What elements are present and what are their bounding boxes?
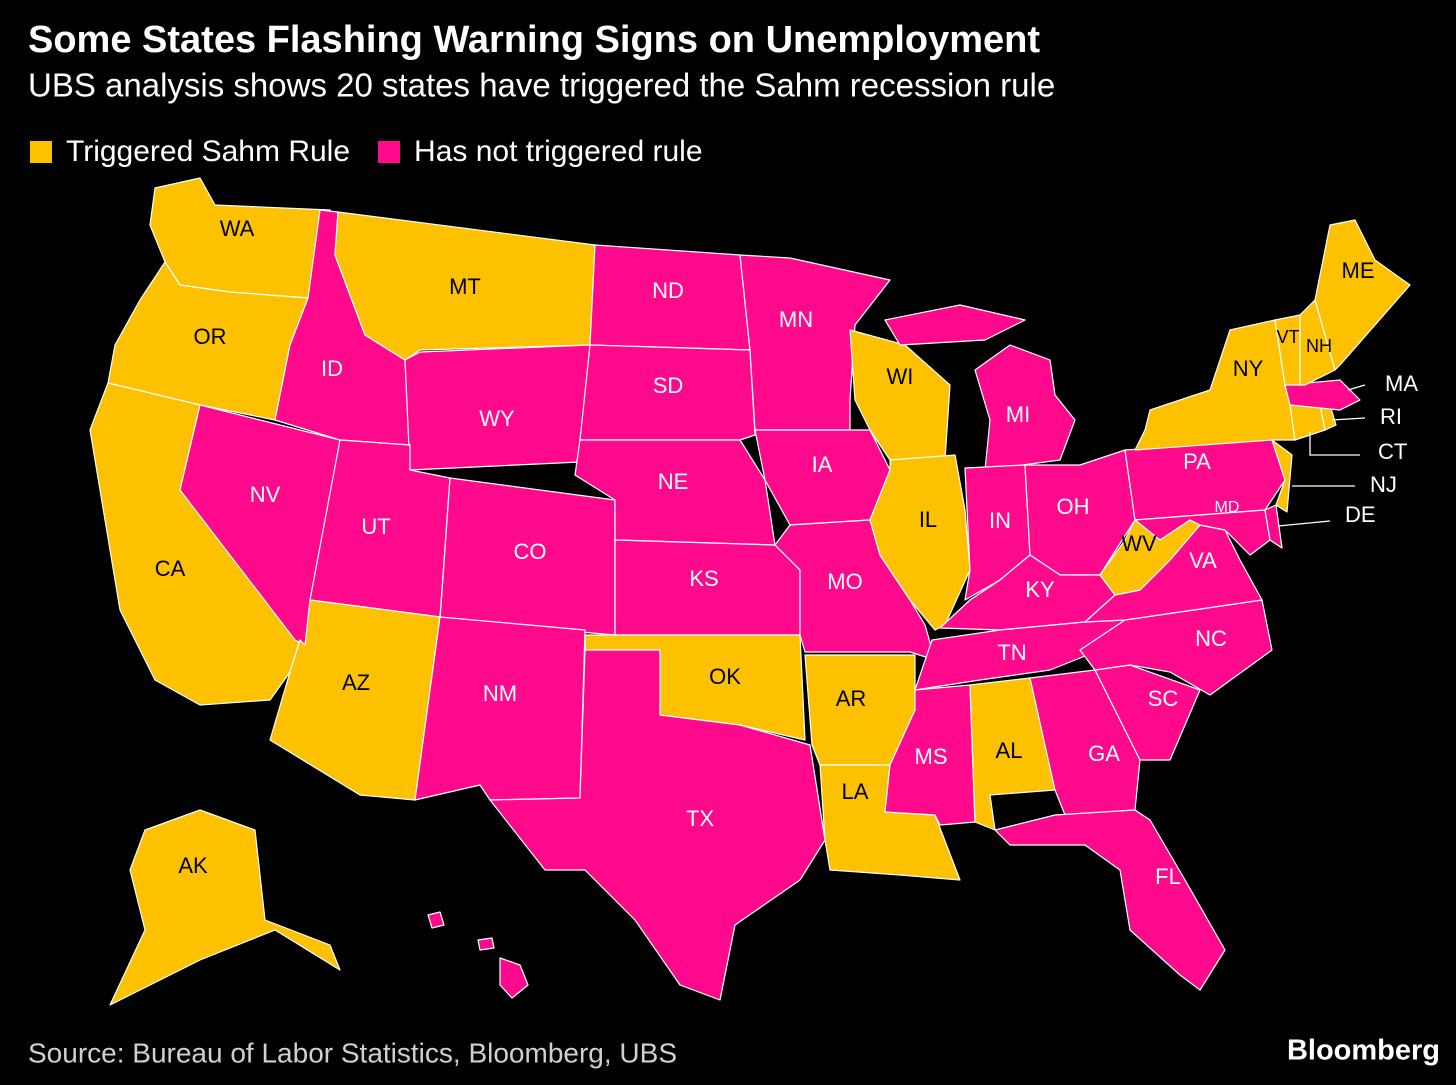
title: Some States Flashing Warning Signs on Un…: [28, 19, 1040, 61]
state-label: RI: [1380, 404, 1402, 429]
state-label: AZ: [342, 670, 370, 695]
state-label: UT: [361, 514, 390, 539]
state-label: VT: [1276, 327, 1299, 347]
state-label: NE: [658, 469, 689, 494]
state-label: WV: [1121, 531, 1157, 556]
leader-line: [1277, 520, 1331, 527]
legend-label: Has not triggered rule: [414, 135, 703, 168]
states: [89, 177, 1411, 1006]
state-label: PA: [1183, 449, 1211, 474]
state-shape: [739, 254, 891, 431]
state-label: CT: [1378, 439, 1407, 464]
subtitle: UBS analysis shows 20 states have trigge…: [28, 67, 1055, 104]
leader-line: [1331, 417, 1366, 421]
state-label: DE: [1345, 502, 1376, 527]
state-label: CA: [155, 556, 186, 581]
state-shape: [404, 344, 591, 471]
state-shape: [1299, 299, 1336, 386]
state-shape: [1284, 379, 1361, 411]
state-label: FL: [1155, 864, 1181, 889]
state-label: LA: [842, 779, 869, 804]
legend-swatch: [378, 141, 401, 163]
state-label: MD: [1215, 499, 1240, 516]
state-shape: [1271, 439, 1293, 513]
leader-line: [1347, 384, 1366, 391]
leader-line: [1309, 432, 1360, 456]
state-shape: [1314, 219, 1411, 371]
source: Source: Bureau of Labor Statistics, Bloo…: [28, 1037, 677, 1068]
state-label: AL: [996, 738, 1023, 763]
state-label: MT: [449, 274, 481, 299]
legend-swatch: [30, 141, 52, 163]
state-shape: [994, 809, 1226, 991]
state-label: MS: [915, 744, 948, 769]
state-shape: [884, 304, 1076, 471]
state-label: KY: [1025, 577, 1055, 602]
state-label: NV: [250, 482, 281, 507]
legend-label: Triggered Sahm Rule: [66, 135, 350, 168]
state-label: WY: [479, 406, 515, 431]
state-labels: WA OR CA NV ID MT WY UT CO AZ NM ND SD NE KS OK TX MN IA MO…: [155, 216, 1419, 889]
state-shape: [1264, 504, 1283, 549]
state-label: AK: [178, 853, 208, 878]
legend: Triggered Sahm Rule Has not triggered rul…: [30, 135, 703, 168]
state-label: MI: [1006, 402, 1030, 427]
state-label: ID: [321, 356, 343, 381]
state-label: VA: [1189, 548, 1217, 573]
state-label: NM: [483, 681, 517, 706]
brand: Bloomberg: [1287, 1035, 1440, 1067]
state-label: MA: [1385, 371, 1418, 396]
state-label: TX: [686, 806, 714, 831]
state-label: AR: [836, 686, 867, 711]
state-label: NJ: [1370, 472, 1397, 497]
state-shape: [414, 616, 586, 801]
state-label: OH: [1057, 494, 1090, 519]
state-shape: [869, 454, 971, 631]
state-label: IL: [919, 507, 937, 532]
state-label: TN: [997, 640, 1026, 665]
state-shape: [489, 649, 826, 1001]
state-label: NH: [1306, 336, 1332, 356]
state-label: NY: [1233, 356, 1264, 381]
state-label: WI: [887, 364, 914, 389]
state-label: SC: [1148, 686, 1179, 711]
state-label: KS: [689, 566, 718, 591]
state-label: NC: [1195, 626, 1227, 651]
state-label: OR: [194, 324, 227, 349]
state-label: CO: [514, 539, 547, 564]
state-label: IN: [989, 508, 1011, 533]
state-label: MN: [779, 307, 813, 332]
state-shape: [579, 344, 756, 441]
state-shape: [427, 911, 529, 999]
state-label: ND: [652, 278, 684, 303]
state-label: SD: [653, 373, 684, 398]
state-label: GA: [1088, 741, 1120, 766]
state-shape: [109, 809, 341, 1006]
state-label: MO: [827, 569, 862, 594]
state-label: WA: [220, 216, 255, 241]
state-label: ME: [1342, 258, 1375, 283]
state-label: OK: [709, 664, 741, 689]
state-label: IA: [812, 452, 833, 477]
